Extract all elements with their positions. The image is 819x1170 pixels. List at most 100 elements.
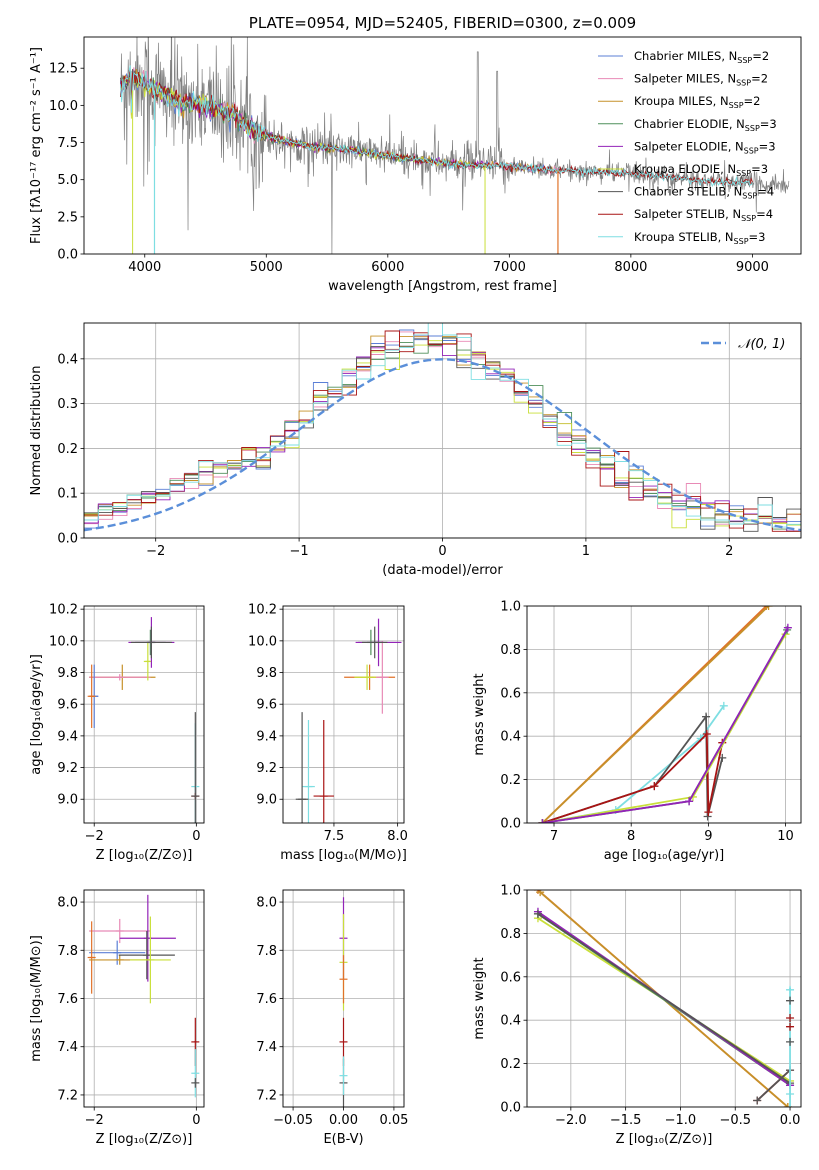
legend-name: Salpeter MILES bbox=[634, 72, 720, 86]
x-axis-label: (data-model)/error bbox=[382, 563, 503, 578]
hist-step-4 bbox=[84, 334, 801, 532]
y-tick-label: 7.5 bbox=[57, 136, 78, 151]
x-tick-label: 7 bbox=[550, 829, 558, 844]
y-tick-label: 9.2 bbox=[256, 761, 277, 776]
weight-marker bbox=[685, 797, 694, 806]
y-tick-label: 7.8 bbox=[256, 944, 277, 959]
weight-marker bbox=[764, 606, 773, 610]
y-tick-label: 0.3 bbox=[57, 397, 78, 412]
x-tick-label: 8 bbox=[627, 829, 635, 844]
plot-area-spectrum bbox=[120, 37, 790, 254]
weight-marker bbox=[704, 808, 713, 817]
legend-n-prefix: , N bbox=[725, 207, 741, 221]
y-tick-label: 9.6 bbox=[256, 698, 277, 713]
x-tick-label: 5000 bbox=[250, 260, 283, 275]
x-tick-label: 8000 bbox=[614, 260, 647, 275]
x-tick-label: 10 bbox=[777, 829, 794, 844]
plot-area-mass-vs-ebv bbox=[283, 890, 404, 1107]
plot-area-age-vs-Z bbox=[84, 606, 204, 823]
y-tick-label: 10.2 bbox=[49, 603, 78, 618]
x-axis-label: E(B-V) bbox=[323, 1132, 363, 1147]
y-axis-label: Flux [fλ10⁻¹⁷ erg cm⁻² s⁻¹ A⁻¹] bbox=[29, 47, 44, 244]
y-tick-label: 0.0 bbox=[57, 532, 78, 547]
plot-area-mass-vs-Z bbox=[84, 890, 204, 1107]
legend-n: =3 bbox=[759, 139, 776, 153]
weight-marker bbox=[783, 623, 792, 632]
weight-line-5 bbox=[542, 633, 787, 823]
y-tick-label: 9.0 bbox=[57, 793, 78, 808]
y-tick-label: 7.4 bbox=[57, 1040, 78, 1055]
y-tick-label: 9.0 bbox=[256, 793, 277, 808]
y-tick-label: 7.2 bbox=[256, 1088, 277, 1103]
y-tick-label: 8.0 bbox=[256, 896, 277, 911]
x-tick-label: 7000 bbox=[493, 260, 526, 275]
axes-frame bbox=[83, 605, 205, 824]
legend-n: =3 bbox=[760, 117, 777, 131]
errorbar-point bbox=[87, 921, 96, 994]
legend-n-prefix: , N bbox=[718, 230, 734, 244]
y-tick-label: 12.5 bbox=[49, 62, 78, 77]
x-tick-label: −1.5 bbox=[610, 1113, 642, 1128]
x-axis-label: Z [log₁₀(Z/Z⊙)] bbox=[96, 1132, 193, 1147]
x-tick-label: 7.5 bbox=[324, 829, 345, 844]
y-tick-label: 9.8 bbox=[256, 666, 277, 681]
legend-label: Kroupa MILES, NSSP=2 bbox=[634, 94, 761, 110]
legend-name: Chabrier MILES bbox=[634, 49, 721, 63]
weight-marker bbox=[719, 701, 728, 710]
legend-label: Salpeter ELODIE, NSSP=3 bbox=[634, 139, 776, 155]
legend-n: =2 bbox=[752, 49, 769, 63]
gaussian-curve bbox=[84, 358, 801, 532]
legend-label: Chabrier STELIB, NSSP=4 bbox=[634, 185, 774, 201]
legend-label: Kroupa STELIB, NSSP=3 bbox=[634, 230, 765, 246]
x-tick-label: 6000 bbox=[371, 260, 404, 275]
y-axis-label: Normed distribution bbox=[29, 366, 44, 496]
weight-marker bbox=[786, 1022, 795, 1031]
legend-sub: SSP bbox=[744, 146, 759, 155]
y-tick-label: 0.0 bbox=[500, 817, 521, 832]
legend-label: Kroupa ELODIE, NSSP=3 bbox=[634, 162, 768, 178]
x-axis-label: mass [log₁₀(M/M⊙)] bbox=[280, 848, 407, 863]
weight-marker bbox=[786, 996, 795, 1005]
panel-weight-vs-age: 7 8 9 10 0.0 0.2 0.4 0.6 0.8 1.0 age [log₁₀(age/yr… bbox=[472, 600, 802, 863]
x-axis-label: Z [log₁₀(Z/Z⊙)] bbox=[616, 1132, 713, 1147]
legend-n: =2 bbox=[751, 72, 768, 86]
plot-area-age-vs-mass bbox=[283, 606, 404, 823]
plot-area-weight-vs-age bbox=[527, 606, 801, 823]
y-tick-label: 2.5 bbox=[57, 210, 78, 225]
y-tick-label: 7.6 bbox=[57, 992, 78, 1007]
errorbar-point bbox=[191, 712, 200, 823]
axes-frame bbox=[526, 605, 802, 824]
x-tick-label: 0 bbox=[192, 1113, 200, 1128]
errorbar-point bbox=[118, 930, 175, 980]
y-tick-label: 0.8 bbox=[500, 927, 521, 942]
legend-label: Chabrier ELODIE, NSSP=3 bbox=[634, 117, 777, 133]
x-axis-label: wavelength [Angstrom, rest frame] bbox=[328, 279, 557, 294]
y-axis-label: age [log₁₀(age/yr)] bbox=[29, 654, 44, 775]
y-tick-label: 9.4 bbox=[57, 729, 78, 744]
x-tick-label: 9000 bbox=[736, 260, 769, 275]
errorbar-point bbox=[89, 940, 146, 965]
errorbar-point bbox=[119, 894, 176, 982]
weight-marker bbox=[786, 1037, 795, 1046]
y-tick-label: 8.0 bbox=[57, 896, 78, 911]
errorbar-point bbox=[130, 626, 172, 659]
x-tick-label: 0.0 bbox=[780, 1113, 801, 1128]
hist-step-7 bbox=[84, 330, 801, 532]
panel-spectrum: 4000 5000 6000 7000 8000 9000 0.0 2.5 5.0 7.5 10.0… bbox=[29, 14, 802, 294]
weight-marker bbox=[702, 730, 711, 739]
y-tick-label: 9.4 bbox=[256, 729, 277, 744]
weight-line-6 bbox=[542, 629, 788, 823]
legend-n-prefix: , N bbox=[721, 49, 737, 63]
weight-line-1 bbox=[541, 606, 770, 823]
y-tick-label: 5.0 bbox=[57, 173, 78, 188]
y-tick-label: 7.4 bbox=[256, 1040, 277, 1055]
legend: 𝒩(0, 1) bbox=[701, 337, 785, 352]
y-tick-label: 10.0 bbox=[248, 634, 277, 649]
x-tick-label: 9 bbox=[704, 829, 712, 844]
legend-name: Kroupa MILES bbox=[634, 94, 713, 108]
legend-label: 𝒩(0, 1) bbox=[738, 337, 785, 352]
legend-name: Kroupa STELIB bbox=[634, 230, 718, 244]
panel-mass-vs-ebv: −0.05 0.00 0.05 7.2 7.4 7.6 7.8 8.0 E(B-V) bbox=[256, 889, 408, 1147]
errorbar-point bbox=[295, 712, 309, 823]
